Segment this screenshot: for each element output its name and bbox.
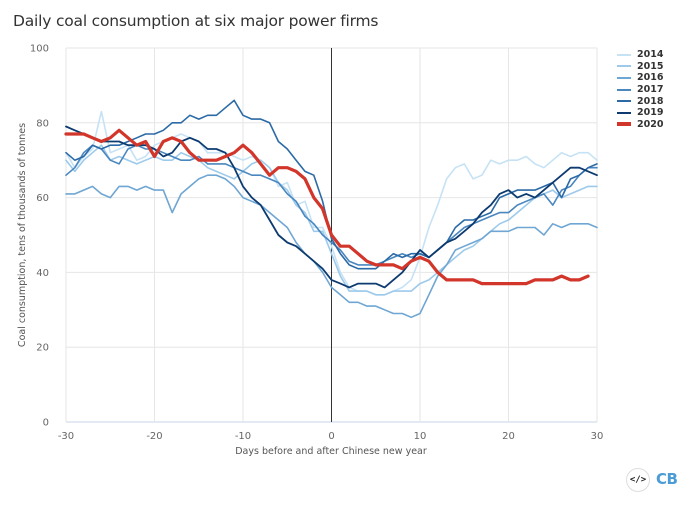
y-tick-label: 0 [43,418,49,429]
legend-label: 2015 [637,60,664,72]
legend-item-2016[interactable]: 2016 [617,72,663,84]
x-tick-label: 10 [414,431,427,442]
x-tick-label: -30 [58,431,74,442]
x-tick-label: 0 [328,431,334,442]
legend-item-2019[interactable]: 2019 [617,107,663,119]
legend-swatch [617,111,631,114]
series-line-2018 [65,99,598,270]
legend-item-2014[interactable]: 2014 [617,49,663,61]
x-tick-label: -20 [146,431,162,442]
x-tick-labels: -30 -20 -10 0 10 20 30 [58,431,604,442]
legend-item-2020[interactable]: 2020 [617,119,663,131]
legend-item-2018[interactable]: 2018 [617,95,663,107]
legend-label: 2018 [637,95,664,107]
y-tick-label: 40 [36,268,49,279]
legend-label: 2016 [637,72,664,84]
legend-swatch [617,65,631,68]
legend-label: 2014 [637,49,664,61]
y-tick-label: 60 [36,193,49,204]
legend-label: 2017 [637,84,664,96]
series-group [64,99,598,319]
chart-title: Daily coal consumption at six major powe… [13,12,379,30]
series-line-2019 [65,125,598,289]
legend-swatch [617,53,631,56]
y-tick-label: 80 [36,118,49,129]
y-tick-label: 20 [36,343,49,354]
legend-item-2015[interactable]: 2015 [617,61,663,73]
series-line-2020 [64,128,590,286]
x-tick-label: 30 [591,431,604,442]
x-tick-label: -10 [235,431,251,442]
legend-label: 2019 [637,107,664,119]
legend-swatch [617,122,631,127]
series-line-2014 [65,110,598,296]
legend-swatch [617,76,631,79]
y-tick-labels: 0 20 40 60 80 100 [30,44,49,429]
legend: 2014 2015 2016 2017 2018 2019 2020 [617,49,663,130]
x-axis-label: Days before and after Chinese new year [235,446,427,457]
legend-label: 2020 [637,118,664,130]
legend-swatch [617,100,631,103]
y-axis-label: Coal consumption, tens of thousands of t… [17,123,28,347]
code-embed-icon[interactable]: </> [626,468,650,492]
x-tick-label: 20 [502,431,515,442]
series-line-2016 [65,174,598,319]
carbon-brief-logo: CB [656,470,678,488]
y-tick-label: 100 [30,44,49,55]
legend-swatch [617,88,631,91]
legend-item-2017[interactable]: 2017 [617,84,663,96]
